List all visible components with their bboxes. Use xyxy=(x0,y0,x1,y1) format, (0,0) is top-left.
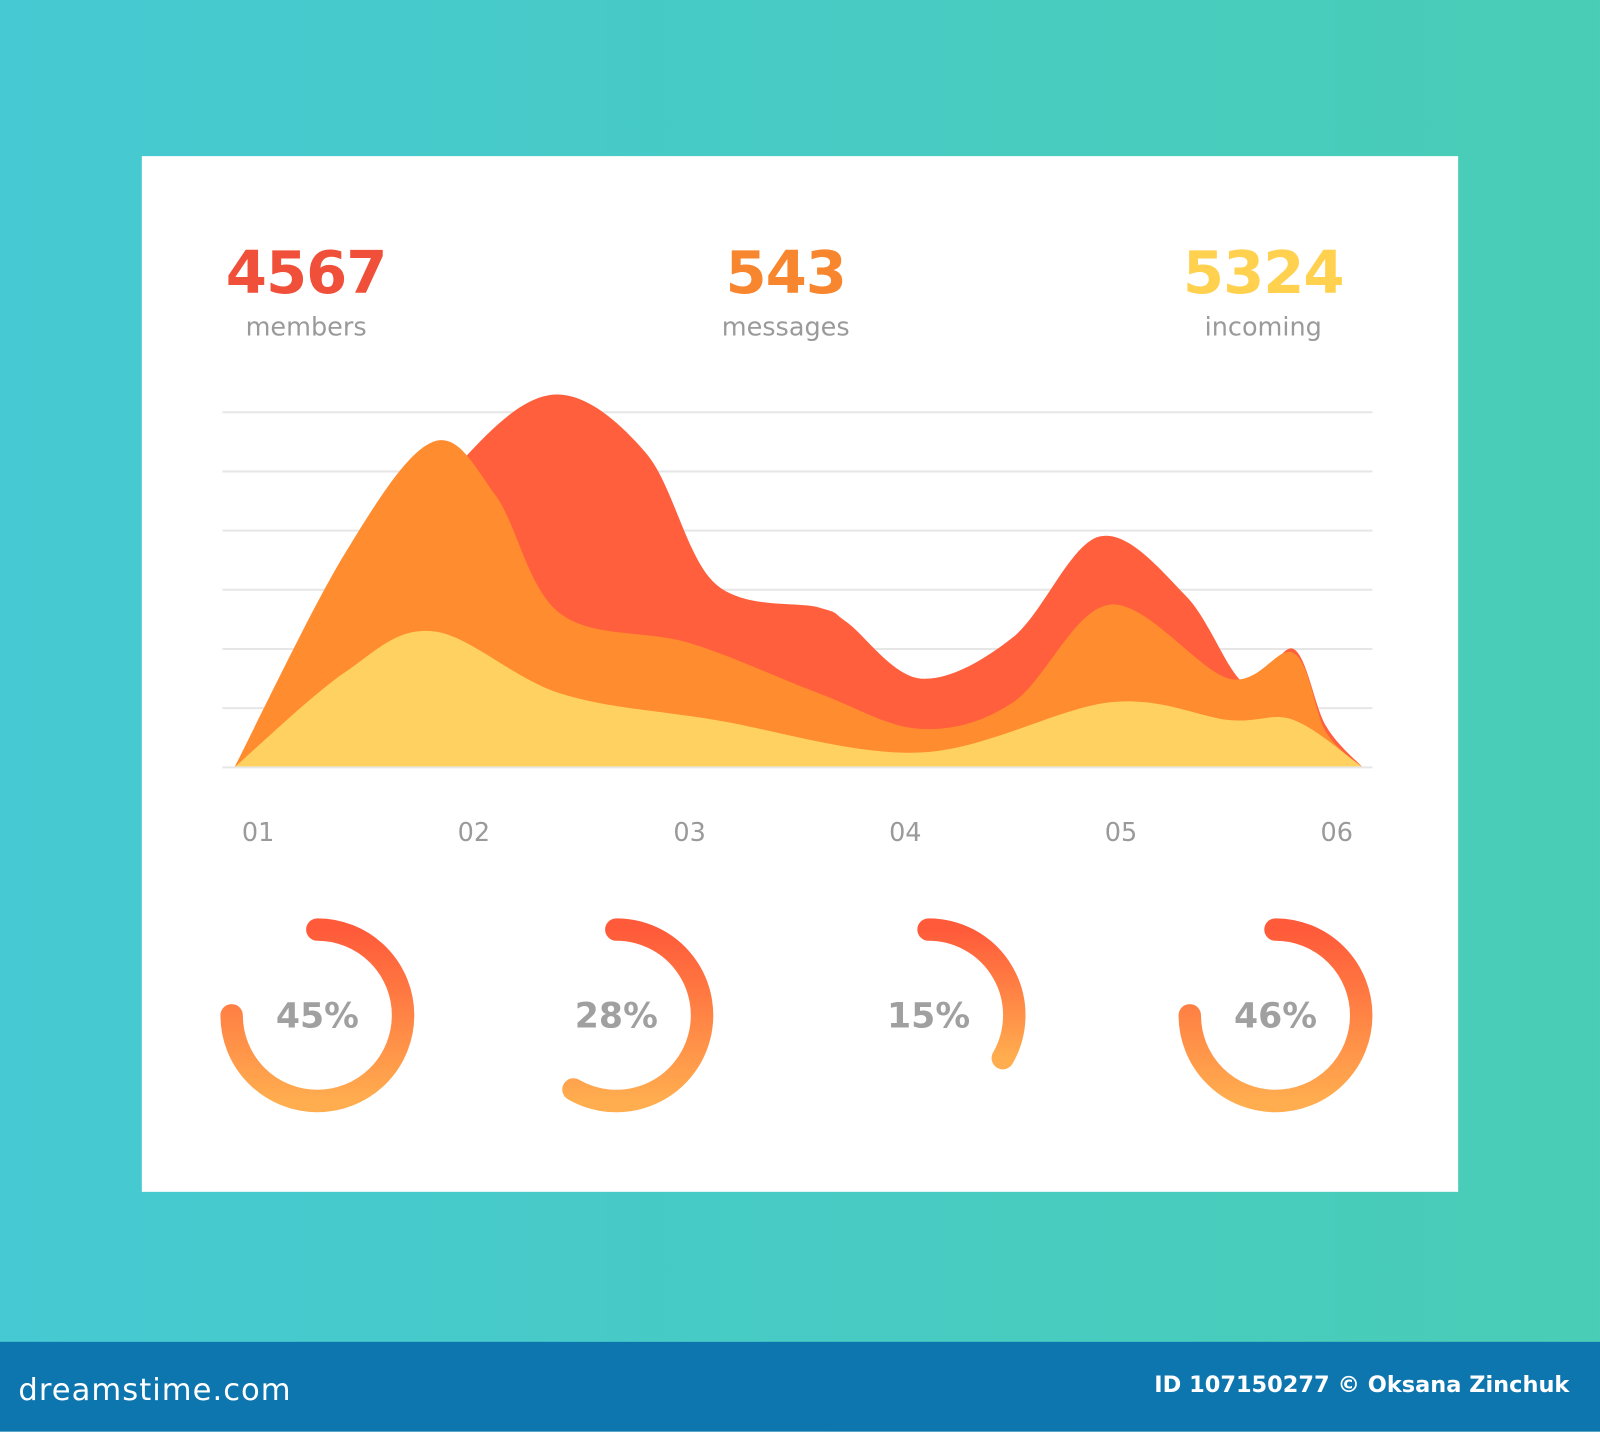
stat-value: 5324 xyxy=(1182,237,1345,308)
stat-value: 543 xyxy=(725,237,847,308)
gauge-label: 46% xyxy=(1234,997,1317,1037)
gauge-arc xyxy=(562,918,714,1113)
x-tick-label: 02 xyxy=(458,818,490,848)
x-tick-label: 06 xyxy=(1320,818,1352,848)
x-tick-label: 04 xyxy=(889,818,921,848)
area-chart: 01 02 03 04 05 06 45% 28% 15% 46% xyxy=(220,394,1373,1113)
dreamstime-logo: dreamstime.com xyxy=(18,1372,292,1409)
area-series xyxy=(234,630,1363,768)
stat-value: 4567 xyxy=(225,237,388,308)
footer-bar: dreamstime.com ID 107150277 © Oksana Zin… xyxy=(0,1341,1600,1432)
gauge-label: 15% xyxy=(887,997,970,1037)
x-tick-label: 03 xyxy=(673,818,705,848)
stat-label: messages xyxy=(721,312,850,342)
gauge-label: 28% xyxy=(575,997,658,1037)
x-tick-label: 01 xyxy=(242,818,274,848)
gauge-label: 45% xyxy=(276,997,359,1037)
stat-label: incoming xyxy=(1204,312,1322,342)
image-credit: ID 107150277 © Oksana Zinchuk xyxy=(1154,1372,1570,1398)
stat-messages: 543 messages xyxy=(633,237,939,342)
stat-incoming: 5324 incoming xyxy=(1110,237,1416,342)
x-tick-label: 05 xyxy=(1105,818,1137,848)
stat-members: 4567 members xyxy=(153,237,459,342)
gauge-arc xyxy=(1178,918,1373,1113)
stat-label: members xyxy=(245,312,367,342)
gauge-arc xyxy=(220,918,415,1113)
gauge-arc xyxy=(917,918,1026,1070)
